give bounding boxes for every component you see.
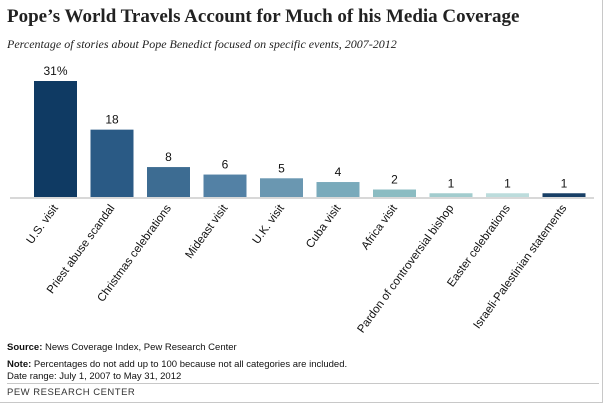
category-label-cuba-visit: Cuba visit [304, 202, 344, 251]
value-label-u-k-visit: 5 [278, 161, 285, 175]
bar-cuba-visit [316, 182, 360, 197]
note-line: Note: Percentages do not add up to 100 b… [7, 359, 347, 371]
chart-title: Pope’s World Travels Account for Much of… [7, 6, 520, 27]
note-text: Percentages do not add up to 100 because… [31, 359, 348, 370]
value-label-pardon-of-controversial-bishop: 1 [448, 176, 455, 190]
footer-divider [7, 383, 599, 384]
date-range: Date range: July 1, 2007 to May 31, 2012 [7, 371, 182, 382]
bar-u-s-visit [34, 81, 77, 197]
category-label-u-s-visit: U.S. visit [25, 202, 62, 246]
chart-notes: Source: News Coverage Index, Pew Researc… [7, 342, 347, 383]
bar-priest-abuse-scandal [90, 129, 134, 197]
category-label-u-k-visit: U.K. visit [251, 202, 288, 246]
category-label-pardon-of-controversial-bishop: Pardon of controversial bishop [355, 203, 456, 336]
source-text: News Coverage Index, Pew Research Center [42, 342, 237, 353]
category-label-mideast-visit: Mideast visit [184, 202, 231, 261]
category-label-israeli-palestinian-statements: Israeli-Palestinian statements [471, 203, 569, 332]
bar-mideast-visit [203, 174, 247, 197]
category-label-easter-celebrations: Easter celebrations [445, 203, 513, 290]
value-label-u-s-visit: 31% [43, 64, 67, 78]
bar-africa-visit [373, 189, 416, 197]
bar-easter-celebrations [486, 193, 529, 197]
value-label-cuba-visit: 4 [335, 165, 342, 179]
bar-christmas-celebrations [147, 167, 190, 197]
bar-u-k-visit [260, 178, 303, 197]
category-label-africa-visit: Africa visit [359, 202, 400, 252]
source-line: Source: News Coverage Index, Pew Researc… [7, 342, 347, 354]
value-label-easter-celebrations: 1 [504, 176, 511, 190]
source-label: Source: [7, 342, 43, 353]
value-label-mideast-visit: 6 [222, 158, 229, 172]
value-label-christmas-celebrations: 8 [165, 150, 172, 164]
footer-credit: PEW RESEARCH CENTER [7, 387, 136, 398]
note-label: Note: [7, 359, 32, 370]
chart-subtitle: Percentage of stories about Pope Benedic… [7, 37, 397, 51]
bar-israeli-palestinian-statements [542, 193, 586, 197]
value-label-israeli-palestinian-statements: 1 [561, 176, 568, 190]
value-label-priest-abuse-scandal: 18 [105, 113, 119, 127]
bar-pardon-of-controversial-bishop [429, 193, 473, 197]
value-label-africa-visit: 2 [391, 173, 398, 187]
